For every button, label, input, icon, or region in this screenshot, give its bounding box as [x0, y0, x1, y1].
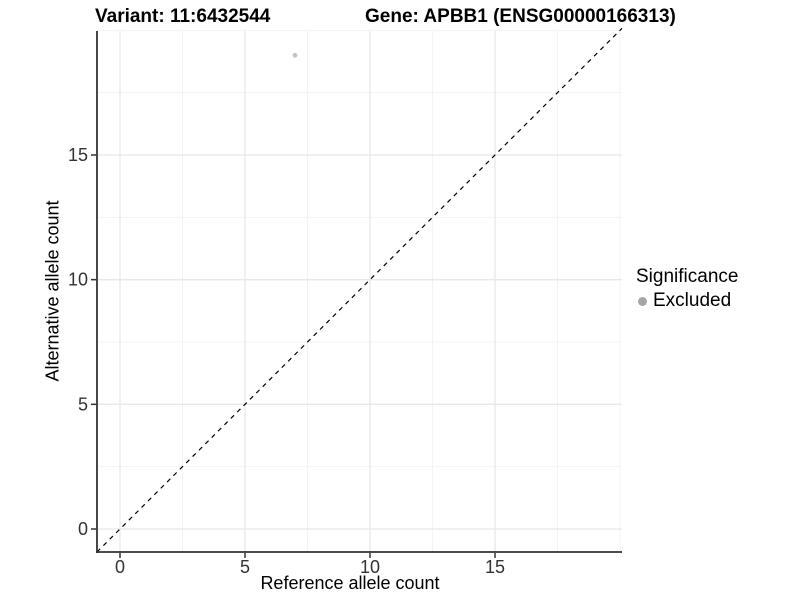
y-tick-label: 10: [68, 270, 88, 290]
legend-key-dot: [638, 296, 647, 306]
y-tick-label: 5: [78, 394, 88, 414]
data-point: [292, 52, 298, 58]
legend: Significance Excluded: [636, 266, 738, 312]
plot-title-gene: Gene: APBB1 (ENSG00000166313): [365, 6, 676, 27]
plot-title-variant: Variant: 11:6432544: [95, 6, 271, 27]
legend-entry-excluded: Excluded: [636, 290, 738, 312]
x-tick-label: 15: [485, 557, 505, 577]
x-tick-label: 0: [115, 557, 125, 577]
y-axis-title: Alternative allele count: [42, 200, 63, 382]
x-tick-label: 5: [240, 557, 250, 577]
x-axis-title: Reference allele count: [260, 573, 440, 593]
x-tick-label: 10: [360, 557, 380, 577]
identity-reference-line: [96, 27, 623, 553]
legend-entry-label: Excluded: [653, 290, 732, 311]
y-tick-label: 15: [68, 145, 88, 165]
y-tick-label: 0: [78, 519, 88, 539]
legend-title: Significance: [636, 266, 739, 287]
